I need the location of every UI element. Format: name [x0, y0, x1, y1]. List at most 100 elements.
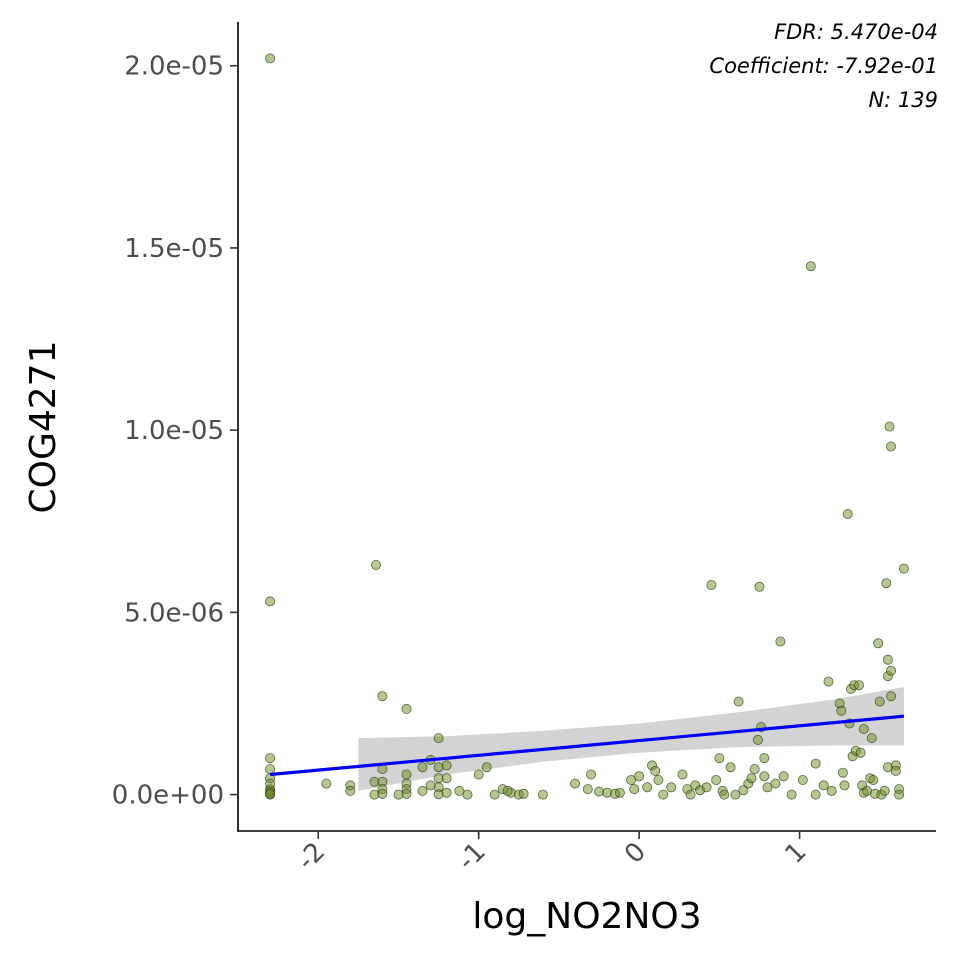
data-point-11 — [377, 691, 388, 702]
data-point-125 — [454, 785, 465, 796]
data-point-84 — [810, 758, 821, 769]
regression-line — [269, 714, 905, 777]
data-point-2 — [265, 753, 276, 764]
data-point-104 — [868, 775, 879, 786]
x-axis-title: log_NO2NO3 — [472, 896, 701, 937]
data-point-89 — [837, 767, 848, 778]
data-point-0 — [265, 53, 276, 64]
y-tick-label: 1.5e-05 — [124, 234, 224, 264]
data-point-19 — [345, 785, 356, 796]
data-point-50 — [626, 775, 637, 786]
data-point-78 — [762, 782, 773, 793]
data-point-35 — [441, 787, 452, 798]
data-point-119 — [898, 563, 909, 574]
data-point-124 — [425, 780, 436, 791]
data-point-73 — [752, 734, 763, 745]
data-point-43 — [518, 788, 529, 799]
data-point-56 — [653, 775, 664, 786]
data-point-86 — [823, 676, 834, 687]
data-point-82 — [797, 775, 808, 786]
y-tick-label: 1.0e-05 — [124, 416, 224, 446]
data-point-72 — [749, 764, 760, 775]
data-point-62 — [706, 580, 717, 591]
data-point-34 — [441, 773, 452, 784]
confidence-band — [358, 687, 904, 791]
data-point-88 — [836, 705, 847, 716]
data-point-97 — [854, 680, 865, 691]
data-point-12 — [401, 703, 412, 714]
y-tick-label: 2.0e-05 — [124, 52, 224, 82]
data-point-52 — [634, 771, 645, 782]
data-point-91 — [842, 508, 853, 519]
data-point-55 — [650, 765, 661, 776]
data-point-57 — [677, 769, 688, 780]
data-point-116 — [886, 691, 897, 702]
annotation-n: N: 139 — [868, 88, 938, 112]
data-point-74 — [754, 581, 765, 592]
data-point-126 — [537, 789, 548, 800]
data-point-79 — [770, 778, 781, 789]
data-point-129 — [666, 782, 677, 793]
data-point-69 — [738, 785, 749, 796]
data-point-90 — [839, 780, 850, 791]
annotations: FDR: 5.470e-04 Coefficient: -7.92e-01 N:… — [709, 20, 938, 112]
data-point-130 — [730, 789, 741, 800]
data-point-103 — [866, 733, 877, 744]
data-point-80 — [775, 636, 786, 647]
plot-area — [265, 53, 909, 800]
data-point-109 — [881, 578, 892, 589]
x-tick-label: 0 — [619, 837, 652, 870]
data-point-49 — [614, 787, 625, 798]
data-point-132 — [818, 780, 829, 791]
data-point-71 — [746, 773, 757, 784]
data-point-59 — [685, 789, 696, 800]
x-tick-label: -1 — [452, 837, 492, 877]
data-point-83 — [805, 261, 816, 272]
data-point-24 — [393, 789, 404, 800]
data-point-115 — [886, 665, 897, 676]
annotation-fdr: FDR: 5.470e-04 — [774, 20, 938, 44]
data-point-10 — [370, 560, 381, 571]
data-point-68 — [733, 696, 744, 707]
y-tick-label: 0.0e+00 — [112, 781, 224, 811]
data-point-85 — [810, 789, 821, 800]
data-point-127 — [570, 778, 581, 789]
data-point-134 — [879, 785, 890, 796]
data-point-51 — [629, 784, 640, 795]
data-point-131 — [786, 789, 797, 800]
data-point-66 — [719, 789, 730, 800]
data-point-121 — [894, 789, 905, 800]
data-point-32 — [417, 785, 428, 796]
data-point-137 — [594, 786, 605, 797]
annotation-coefficient: Coefficient: -7.92e-01 — [709, 54, 938, 78]
data-point-53 — [642, 782, 653, 793]
data-point-20 — [401, 769, 412, 780]
data-point-107 — [874, 696, 885, 707]
data-point-114 — [886, 441, 897, 452]
data-point-64 — [714, 753, 725, 764]
data-point-25 — [417, 762, 428, 773]
data-point-27 — [433, 733, 444, 744]
data-point-76 — [759, 753, 770, 764]
data-point-1 — [265, 596, 276, 607]
data-point-46 — [582, 784, 593, 795]
data-point-123 — [369, 789, 380, 800]
data-point-81 — [778, 771, 789, 782]
x-tick-label: -2 — [292, 837, 332, 877]
data-point-135 — [321, 778, 332, 789]
data-point-98 — [855, 747, 866, 758]
data-point-36 — [462, 789, 473, 800]
data-point-113 — [884, 421, 895, 432]
data-point-136 — [711, 775, 722, 786]
data-point-67 — [725, 762, 736, 773]
data-point-122 — [265, 778, 276, 789]
data-point-138 — [826, 785, 837, 796]
data-point-38 — [481, 762, 492, 773]
data-point-118 — [890, 765, 901, 776]
data-point-106 — [873, 638, 884, 649]
data-point-31 — [433, 789, 444, 800]
data-point-128 — [658, 789, 669, 800]
data-point-45 — [586, 769, 597, 780]
data-point-33 — [441, 760, 452, 771]
